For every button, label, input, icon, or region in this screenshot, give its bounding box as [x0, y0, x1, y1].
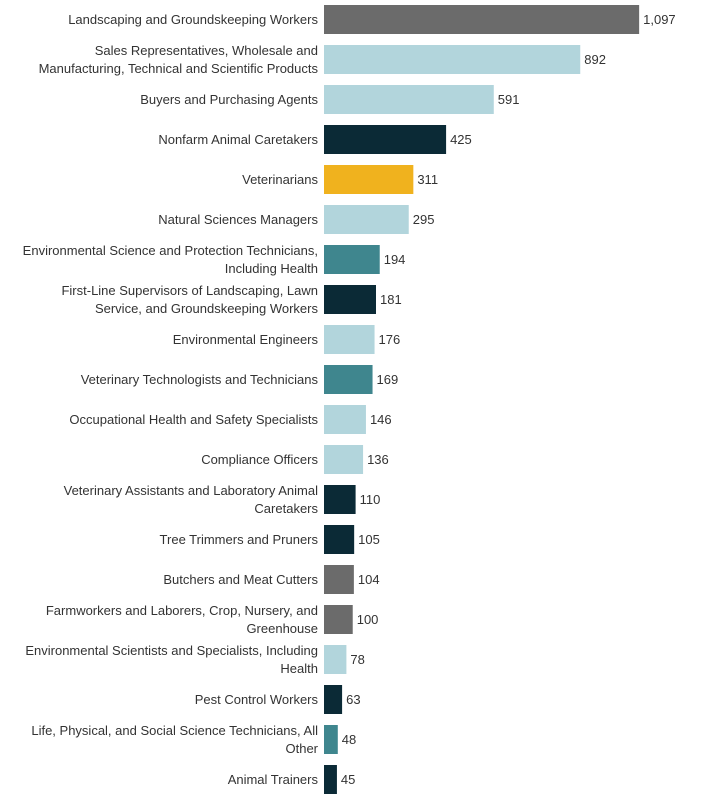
- category-label-line: Nonfarm Animal Caretakers: [158, 132, 318, 147]
- value-label-19: 48: [342, 732, 356, 747]
- value-label-12: 136: [367, 452, 389, 467]
- category-label-line: Natural Sciences Managers: [158, 212, 318, 227]
- category-label-line: Manufacturing, Technical and Scientific …: [39, 61, 319, 76]
- category-label-17: Environmental Scientists and Specialists…: [25, 643, 318, 676]
- category-label-line: Farmworkers and Laborers, Crop, Nursery,…: [46, 603, 318, 618]
- category-label-20: Animal Trainers: [228, 772, 319, 787]
- category-label-line: Service, and Groundskeeping Workers: [95, 301, 319, 316]
- value-label-7: 194: [384, 252, 406, 267]
- category-label-16: Farmworkers and Laborers, Crop, Nursery,…: [46, 603, 318, 636]
- value-label-8: 181: [380, 292, 402, 307]
- category-label-11: Occupational Health and Safety Specialis…: [69, 412, 318, 427]
- bar-19: [324, 725, 338, 754]
- bar-15: [324, 565, 354, 594]
- category-label-line: Veterinary Assistants and Laboratory Ani…: [64, 483, 318, 498]
- value-label-10: 169: [377, 372, 399, 387]
- category-label-9: Environmental Engineers: [173, 332, 319, 347]
- category-label-6: Natural Sciences Managers: [158, 212, 318, 227]
- bars-group: [324, 5, 640, 794]
- value-label-16: 100: [357, 612, 379, 627]
- bar-16: [324, 605, 353, 634]
- category-label-line: Veterinary Technologists and Technicians: [81, 372, 319, 387]
- bar-20: [324, 765, 337, 794]
- value-label-11: 146: [370, 412, 392, 427]
- value-label-5: 311: [417, 172, 438, 187]
- category-label-10: Veterinary Technologists and Technicians: [81, 372, 319, 387]
- category-label-line: Animal Trainers: [228, 772, 319, 787]
- bar-6: [324, 205, 409, 234]
- category-label-14: Tree Trimmers and Pruners: [160, 532, 319, 547]
- bar-12: [324, 445, 364, 474]
- category-label-line: Landscaping and Groundskeeping Workers: [68, 12, 318, 27]
- category-label-8: First-Line Supervisors of Landscaping, L…: [61, 283, 318, 316]
- category-label-line: Life, Physical, and Social Science Techn…: [31, 723, 318, 738]
- bar-2: [324, 45, 581, 74]
- category-label-7: Environmental Science and Protection Tec…: [23, 243, 318, 276]
- category-label-line: Health: [280, 661, 318, 676]
- value-label-13: 110: [360, 492, 381, 507]
- category-label-line: Including Health: [225, 261, 318, 276]
- bar-8: [324, 285, 376, 314]
- bar-14: [324, 525, 355, 554]
- value-label-17: 78: [350, 652, 364, 667]
- category-label-13: Veterinary Assistants and Laboratory Ani…: [64, 483, 319, 516]
- category-label-line: Butchers and Meat Cutters: [163, 572, 318, 587]
- category-label-line: Buyers and Purchasing Agents: [140, 92, 318, 107]
- value-label-6: 295: [413, 212, 435, 227]
- category-label-line: Other: [285, 741, 318, 756]
- category-label-1: Landscaping and Groundskeeping Workers: [68, 12, 318, 27]
- bar-17: [324, 645, 347, 674]
- value-label-4: 425: [450, 132, 472, 147]
- value-label-18: 63: [346, 692, 360, 707]
- category-label-line: Veterinarians: [242, 172, 318, 187]
- bar-18: [324, 685, 343, 714]
- bar-7: [324, 245, 380, 274]
- category-label-19: Life, Physical, and Social Science Techn…: [31, 723, 318, 756]
- value-labels-group: 1,097 892 591 425 311 295 194 181 176 169 146 136 11…: [341, 12, 676, 787]
- value-label-3: 591: [498, 92, 520, 107]
- value-label-15: 104: [358, 572, 380, 587]
- bar-9: [324, 325, 375, 354]
- bar-13: [324, 485, 356, 514]
- category-label-5: Veterinarians: [242, 172, 318, 187]
- value-label-14: 105: [358, 532, 380, 547]
- category-label-3: Buyers and Purchasing Agents: [140, 92, 318, 107]
- category-label-line: Greenhouse: [246, 621, 318, 636]
- category-label-line: Environmental Scientists and Specialists…: [25, 643, 318, 658]
- bar-3: [324, 85, 494, 114]
- value-label-2: 892: [584, 52, 606, 67]
- category-label-line: Sales Representatives, Wholesale and: [95, 43, 318, 58]
- category-label-line: Environmental Engineers: [173, 332, 319, 347]
- category-label-line: Occupational Health and Safety Specialis…: [69, 412, 318, 427]
- category-label-12: Compliance Officers: [201, 452, 318, 467]
- bar-10: [324, 365, 373, 394]
- bar-4: [324, 125, 447, 154]
- value-label-1: 1,097: [643, 12, 676, 27]
- category-label-line: Caretakers: [254, 501, 318, 516]
- category-labels-group: Landscaping and Groundskeeping Workers Sa…: [23, 12, 319, 787]
- bar-1: [324, 5, 640, 34]
- category-label-line: Pest Control Workers: [195, 692, 319, 707]
- category-label-line: Compliance Officers: [201, 452, 318, 467]
- value-label-20: 45: [341, 772, 355, 787]
- category-label-15: Butchers and Meat Cutters: [163, 572, 318, 587]
- category-label-2: Sales Representatives, Wholesale and Manu…: [39, 43, 319, 76]
- bar-5: [324, 165, 414, 194]
- category-label-line: First-Line Supervisors of Landscaping, L…: [61, 283, 318, 298]
- category-label-line: Environmental Science and Protection Tec…: [23, 243, 318, 258]
- category-label-18: Pest Control Workers: [195, 692, 319, 707]
- bar-11: [324, 405, 366, 434]
- category-label-4: Nonfarm Animal Caretakers: [158, 132, 318, 147]
- category-label-line: Tree Trimmers and Pruners: [160, 532, 319, 547]
- value-label-9: 176: [379, 332, 401, 347]
